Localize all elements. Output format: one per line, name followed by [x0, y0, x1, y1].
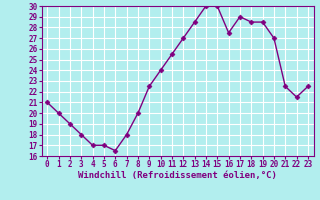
X-axis label: Windchill (Refroidissement éolien,°C): Windchill (Refroidissement éolien,°C) — [78, 171, 277, 180]
